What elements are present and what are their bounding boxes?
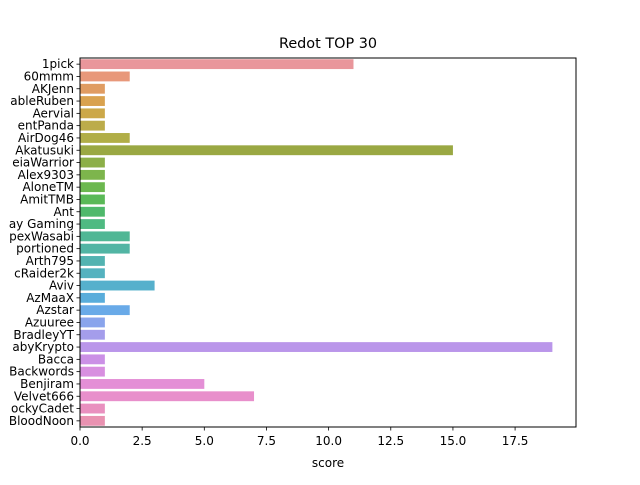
x-tick-label: 0.0 (70, 434, 89, 448)
y-tick-label: AzMaaX (26, 291, 74, 305)
bar-8 (80, 157, 105, 168)
bar-11 (80, 194, 105, 205)
y-tick-label: Arth795 (26, 254, 74, 268)
y-tick-labels: 1pick60mmmAKJennableRubenAervialentPanda… (9, 57, 80, 428)
y-tick-label: abyKrypto (12, 340, 74, 354)
y-tick-label: cRaider2k (14, 266, 74, 280)
plot-frame (79, 57, 577, 428)
y-tick-label: BloodNoon (9, 414, 74, 428)
bar-5 (80, 120, 105, 131)
y-tick-label: pexWasabi (9, 229, 74, 243)
bar-19 (80, 292, 105, 303)
y-tick-label: Akatusuki (15, 143, 74, 157)
chart-title: Redot TOP 30 (279, 36, 377, 52)
bar-1 (80, 71, 130, 82)
y-tick-label: 1pick (42, 57, 74, 71)
bar-12 (80, 206, 105, 217)
y-tick-label: portioned (16, 242, 74, 256)
x-tick-label: 17.5 (502, 434, 529, 448)
x-tick-label: 10.0 (315, 434, 342, 448)
x-tick-label: 5.0 (195, 434, 214, 448)
y-tick-label: BradleyYT (13, 328, 74, 342)
x-axis-ticks: 0.0 2.5 5.0 7.5 10.0 12.5 15.0 17.5 (70, 427, 528, 448)
bar-29 (80, 415, 105, 426)
bar-2 (80, 83, 105, 94)
bar-9 (80, 169, 105, 180)
bar-4 (80, 108, 105, 119)
y-tick-label: Bacca (38, 352, 74, 366)
bar-27 (80, 391, 255, 402)
bar-10 (80, 182, 105, 193)
y-tick-label: Azstar (36, 303, 74, 317)
y-tick-label: 60mmm (24, 69, 74, 83)
bar-20 (80, 305, 130, 316)
bar-23 (80, 342, 553, 352)
y-tick-label: Backwords (9, 365, 74, 379)
y-tick-label: Benjiram (20, 377, 74, 391)
bar-26 (80, 379, 205, 389)
y-tick-label: ockyCadet (11, 402, 74, 416)
bar-3 (80, 96, 105, 106)
bar-16 (80, 256, 105, 266)
y-tick-label: Ant (53, 205, 74, 219)
y-tick-label: Alex9303 (18, 168, 74, 182)
bars-layer (80, 59, 553, 426)
x-tick-label: 15.0 (440, 434, 467, 448)
y-tick-label: Azuuree (25, 315, 74, 329)
bar-22 (80, 329, 105, 340)
x-tick-label: 2.5 (133, 434, 152, 448)
x-axis-label: score (312, 456, 344, 470)
y-tick-label: Aviv (49, 279, 74, 293)
y-tick-label: AloneTM (22, 180, 74, 194)
y-tick-label: eiaWarrior (12, 156, 74, 170)
y-tick-label: Velvet666 (14, 389, 74, 403)
bar-17 (80, 268, 105, 279)
x-tick-label: 12.5 (377, 434, 404, 448)
y-tick-label: ableRuben (10, 94, 74, 108)
bar-25 (80, 366, 105, 377)
y-tick-label: Aervial (33, 106, 74, 120)
y-tick-label: AirDog46 (18, 131, 74, 145)
bar-7 (80, 145, 453, 156)
bar-18 (80, 280, 155, 291)
x-tick-label: 7.5 (257, 434, 276, 448)
bar-28 (80, 403, 105, 414)
bar-15 (80, 243, 130, 254)
bar-13 (80, 219, 105, 229)
bar-14 (80, 231, 130, 242)
y-tick-label: AmitTMB (20, 192, 74, 206)
bar-24 (80, 354, 105, 365)
y-tick-label: AKJenn (32, 82, 74, 96)
bar-0 (80, 59, 354, 70)
bar-21 (80, 317, 105, 328)
bar-6 (80, 133, 130, 143)
y-tick-label: ay Gaming (9, 217, 74, 231)
y-tick-label: entPanda (18, 119, 74, 133)
